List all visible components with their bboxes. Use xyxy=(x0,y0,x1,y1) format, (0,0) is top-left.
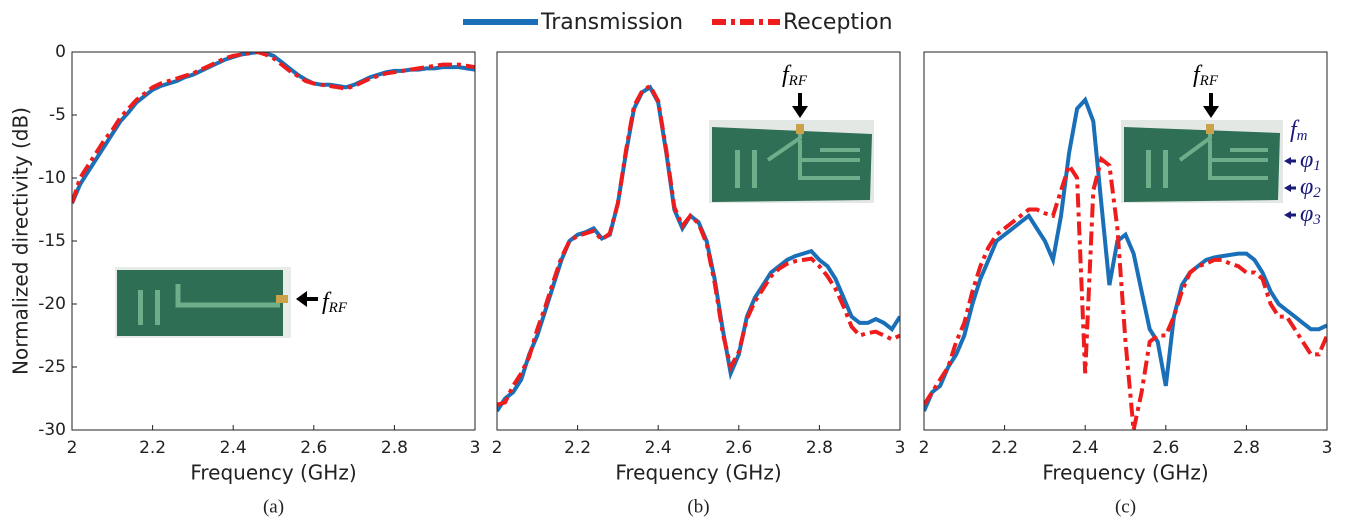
y-axis-label: Normalized directivity (dB) xyxy=(9,107,33,375)
y-tick-label: -10 xyxy=(38,168,66,188)
x-tick-label: 2.4 xyxy=(645,438,672,458)
x-tick-label: 2 xyxy=(492,438,503,458)
x-tick-label: 2.6 xyxy=(300,438,327,458)
caption: (a) xyxy=(263,496,284,517)
plot-frame xyxy=(496,51,901,431)
y-tick-label: -30 xyxy=(38,420,66,440)
annotation: fRF xyxy=(322,289,348,317)
x-tick-label: 3 xyxy=(470,438,481,458)
annotation-text: f xyxy=(782,62,792,88)
annotation-text: φ xyxy=(1300,174,1313,200)
x-tick-label: 3 xyxy=(1322,438,1333,458)
annotation: fm xyxy=(1290,117,1308,145)
annotation-text: f xyxy=(1290,117,1300,143)
annotation-subscript: 3 xyxy=(1312,212,1321,228)
series-line xyxy=(72,52,475,204)
series-line xyxy=(72,52,475,204)
x-tick-label: 2.2 xyxy=(991,438,1018,458)
annotation-subscript: 2 xyxy=(1313,185,1321,201)
legend-label: Reception xyxy=(783,10,893,35)
annotation-text: φ xyxy=(1300,201,1313,227)
y-tick-label: -15 xyxy=(38,231,66,251)
board-photo-a xyxy=(115,267,318,338)
x-tick-label: 2 xyxy=(67,438,78,458)
series-line xyxy=(924,96,1327,412)
series-line xyxy=(497,83,900,407)
annotation-text: f xyxy=(1193,62,1203,88)
x-tick-label: 2.4 xyxy=(1072,438,1099,458)
annotation-subscript: RF xyxy=(1199,73,1219,89)
plot-frame xyxy=(923,51,1328,431)
x-tick-label: 2.8 xyxy=(1233,438,1260,458)
x-axis-label: Frequency (GHz) xyxy=(615,461,781,485)
annotation-subscript: m xyxy=(1297,128,1308,144)
x-tick-label: 2.2 xyxy=(139,438,166,458)
annotation: φ3 xyxy=(1300,201,1321,229)
x-axis-label: Frequency (GHz) xyxy=(1042,461,1208,485)
legend-label: Transmission xyxy=(540,10,683,35)
caption: (b) xyxy=(687,496,709,517)
annotation: fRF xyxy=(1193,62,1219,90)
x-tick-label: 2.6 xyxy=(1152,438,1179,458)
y-tick-label: 0 xyxy=(55,42,66,62)
annotation-text: φ xyxy=(1300,147,1313,173)
x-tick-label: 2.2 xyxy=(564,438,591,458)
x-tick-label: 2 xyxy=(919,438,930,458)
plot-frame xyxy=(71,51,476,431)
annotation-subscript: 1 xyxy=(1313,158,1321,174)
x-tick-label: 3 xyxy=(895,438,906,458)
annotation: φ1 xyxy=(1300,147,1321,175)
board-photo-c xyxy=(1121,93,1296,219)
x-axis-label: Frequency (GHz) xyxy=(190,461,356,485)
x-tick-label: 2.8 xyxy=(806,438,833,458)
annotation-subscript: RF xyxy=(788,73,808,89)
x-tick-label: 2.4 xyxy=(220,438,247,458)
annotation-subscript: RF xyxy=(328,300,348,316)
annotation: φ2 xyxy=(1300,174,1321,202)
y-tick-label: -20 xyxy=(38,294,66,314)
annotation-text: f xyxy=(322,289,332,315)
annotation: fRF xyxy=(782,62,808,90)
series-line xyxy=(924,155,1327,430)
y-tick-label: -25 xyxy=(38,357,66,377)
caption: (c) xyxy=(1115,496,1136,517)
board-photo-b xyxy=(709,93,874,203)
x-tick-label: 2.6 xyxy=(725,438,752,458)
y-tick-label: -5 xyxy=(49,105,66,125)
x-tick-label: 2.8 xyxy=(381,438,408,458)
